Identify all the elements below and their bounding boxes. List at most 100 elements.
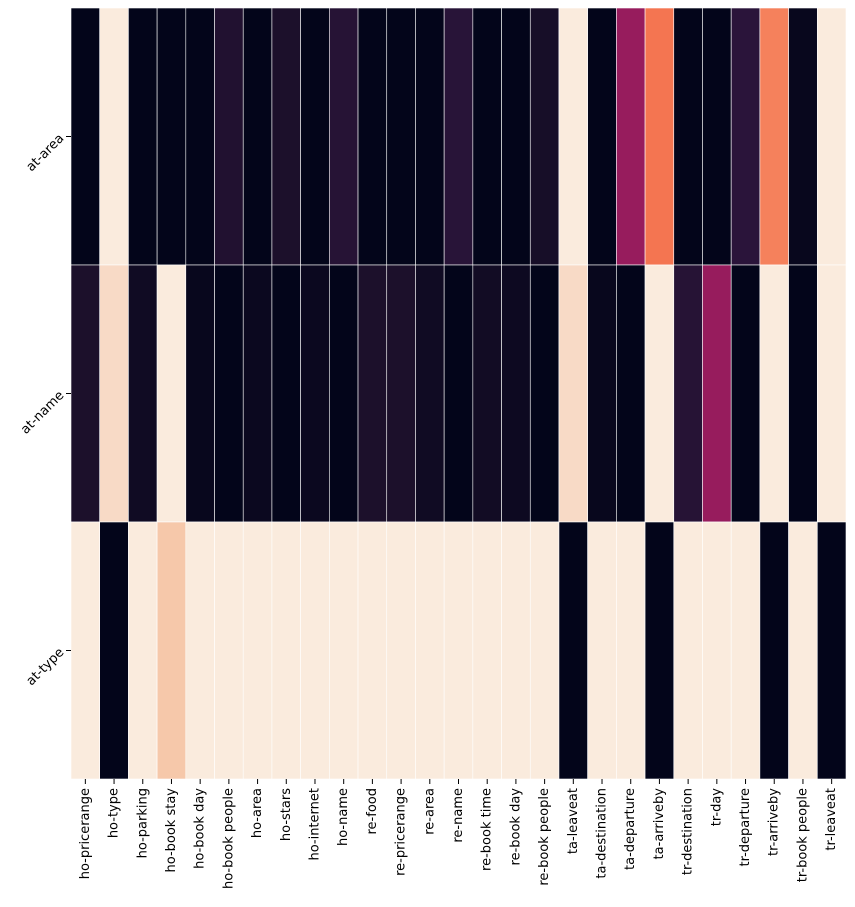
- x-tick-label: re-pricerange: [394, 788, 409, 876]
- heatmap-cell: [329, 264, 359, 523]
- heatmap-cell: [329, 521, 359, 780]
- heatmap-cell: [357, 7, 388, 266]
- heatmap-cell: [788, 264, 818, 523]
- x-tick-label: tr-arriveby: [767, 788, 782, 856]
- heatmap-cell: [99, 521, 129, 780]
- x-tick-label: ho-book day: [193, 788, 208, 869]
- heatmap-cell: [185, 521, 215, 780]
- x-tick-label: ta-departure: [623, 788, 638, 870]
- heatmap-cell: [156, 7, 187, 266]
- heatmap-cell: [501, 264, 531, 523]
- x-tick-label: ho-area: [250, 788, 265, 838]
- x-tick-label: re-name: [451, 788, 466, 843]
- x-tick-label: ta-leaveat: [566, 788, 581, 854]
- x-tick-label: re-food: [365, 788, 380, 834]
- heatmap-cell: [472, 7, 502, 266]
- heatmap-cell: [730, 521, 761, 780]
- y-tick-label: at-name: [18, 388, 67, 437]
- heatmap-cell: [759, 264, 789, 523]
- y-tick-label: at-type: [24, 645, 68, 689]
- heatmap-cell: [702, 7, 732, 266]
- heatmap-cell: [70, 521, 101, 780]
- heatmap-cell: [415, 521, 445, 780]
- heatmap-cell: [501, 7, 531, 266]
- heatmap-cell: [759, 7, 789, 266]
- y-tick-label: at-area: [24, 131, 68, 175]
- heatmap-cell: [357, 264, 388, 523]
- heatmap-cell: [644, 7, 675, 266]
- heatmap-cell: [788, 7, 818, 266]
- heatmap-cell: [558, 7, 588, 266]
- heatmap-cell: [443, 521, 474, 780]
- x-tick-label: ho-book people: [221, 788, 236, 889]
- heatmap-cell: [156, 521, 187, 780]
- heatmap-cell: [730, 264, 761, 523]
- heatmap-cell: [673, 264, 703, 523]
- heatmap-cell: [673, 7, 703, 266]
- heatmap-cell: [587, 264, 617, 523]
- heatmap-cell: [214, 7, 244, 266]
- x-tick-label: tr-day: [709, 788, 724, 827]
- heatmap-cell: [185, 264, 215, 523]
- heatmap-cell: [529, 521, 560, 780]
- heatmap-cell: [415, 264, 445, 523]
- x-tick-label: re-book time: [480, 788, 495, 871]
- heatmap-cell: [99, 7, 129, 266]
- heatmap-cell: [730, 7, 761, 266]
- heatmap-cell: [271, 7, 301, 266]
- heatmap-cell: [386, 7, 416, 266]
- x-tick-label: ho-book stay: [164, 788, 179, 873]
- heatmap-cell: [759, 521, 789, 780]
- heatmap-cell: [472, 521, 502, 780]
- heatmap-cell: [214, 264, 244, 523]
- heatmap-cell: [99, 264, 129, 523]
- heatmap-cell: [702, 521, 732, 780]
- heatmap-cell: [702, 264, 732, 523]
- heatmap-cell: [128, 521, 158, 780]
- heatmap-cell: [644, 521, 675, 780]
- heatmap-cell: [242, 7, 273, 266]
- x-tick-label: ho-stars: [279, 788, 294, 841]
- heatmap-cell: [443, 264, 474, 523]
- heatmap-cell: [673, 521, 703, 780]
- heatmap-cell: [386, 521, 416, 780]
- heatmap-cell: [616, 264, 646, 523]
- heatmap-cell: [242, 264, 273, 523]
- x-tick-label: ho-type: [107, 788, 122, 838]
- heatmap-cell: [587, 7, 617, 266]
- heatmap-cells: [70, 7, 847, 780]
- y-axis: at-area at-name at-type: [18, 131, 71, 689]
- x-tick-label: ho-parking: [135, 788, 150, 858]
- heatmap-cell: [70, 7, 101, 266]
- x-tick-label: re-book day: [508, 788, 523, 866]
- heatmap-cell: [529, 7, 560, 266]
- heatmap-cell: [501, 521, 531, 780]
- heatmap-cell: [816, 264, 847, 523]
- heatmap-cell: [185, 7, 215, 266]
- heatmap-cell: [616, 521, 646, 780]
- heatmap-cell: [472, 264, 502, 523]
- heatmap-cell: [300, 7, 330, 266]
- heatmap-cell: [271, 521, 301, 780]
- heatmap-cell: [816, 521, 847, 780]
- x-tick-label: re-area: [422, 788, 437, 835]
- heatmap-cell: [214, 521, 244, 780]
- x-tick-label: tr-departure: [738, 788, 753, 867]
- heatmap-cell: [415, 7, 445, 266]
- x-tick-label: tr-leaveat: [824, 788, 839, 851]
- x-tick-label: ho-name: [336, 788, 351, 846]
- heatmap-cell: [386, 264, 416, 523]
- heatmap-cell: [558, 264, 588, 523]
- heatmap-cell: [329, 7, 359, 266]
- heatmap-cell: [357, 521, 388, 780]
- heatmap-cell: [70, 264, 101, 523]
- x-tick-label: ta-arriveby: [652, 788, 667, 860]
- heatmap-cell: [558, 521, 588, 780]
- heatmap-cell: [788, 521, 818, 780]
- heatmap-cell: [271, 264, 301, 523]
- heatmap-cell: [156, 264, 187, 523]
- heatmap-cell: [300, 521, 330, 780]
- x-tick-label: tr-destination: [681, 788, 696, 875]
- heatmap-cell: [128, 7, 158, 266]
